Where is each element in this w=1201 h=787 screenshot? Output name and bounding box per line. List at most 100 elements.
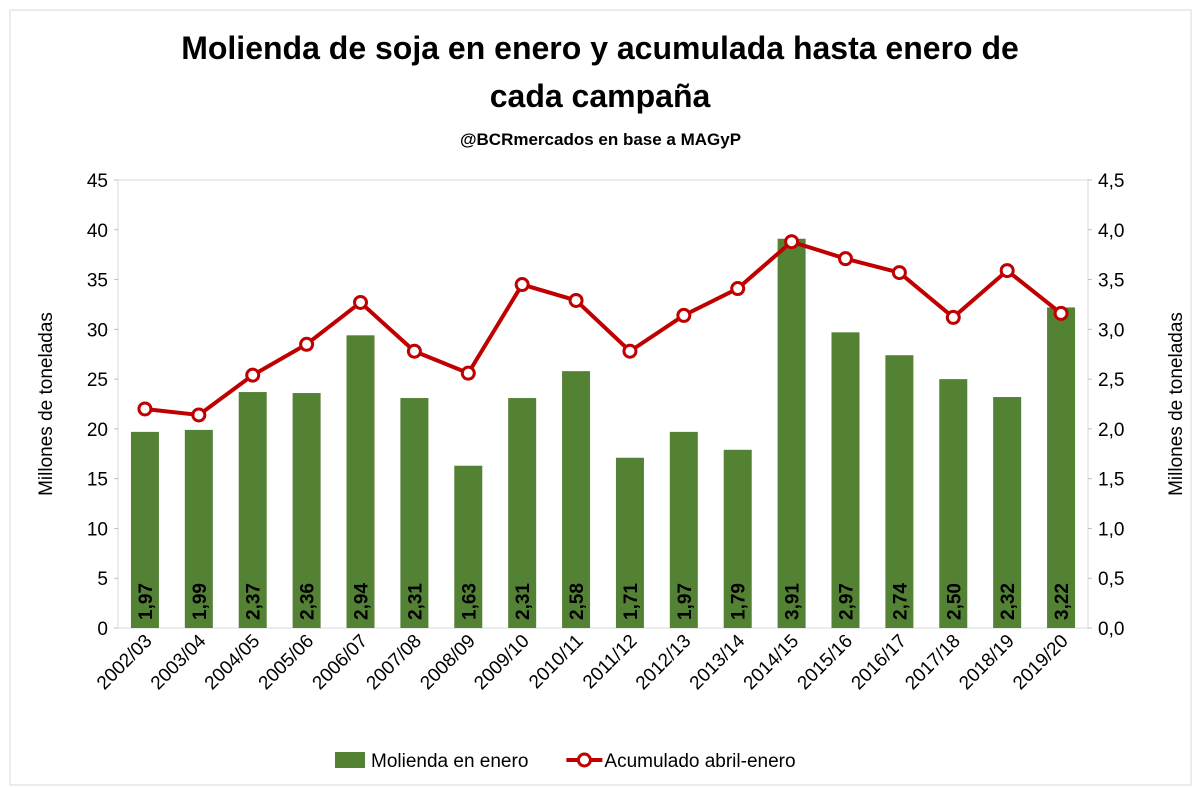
y2-tick-label: 1,0 [1098, 519, 1124, 540]
x-tick-label: 2015/16 [794, 631, 857, 694]
line-marker [730, 281, 746, 297]
bar [346, 335, 375, 628]
frame [9, 9, 1192, 786]
line-marker [353, 294, 368, 310]
bar [831, 332, 860, 628]
y-tick-label: 45 [87, 171, 108, 192]
bar [1047, 307, 1076, 628]
x-tick-label: 2014/15 [740, 631, 803, 694]
line-marker [406, 343, 422, 359]
y-tick-label: 20 [87, 420, 108, 441]
bar [508, 398, 537, 628]
x-tick-label: 2016/17 [848, 631, 911, 694]
x-tick-label: 2013/14 [686, 630, 750, 694]
x-tick-label: 2005/06 [255, 631, 318, 694]
bar [615, 457, 644, 628]
bar [292, 393, 321, 628]
bar-label: 2,37 [244, 583, 265, 620]
y2-tick-label: 1,5 [1098, 470, 1124, 491]
bar [777, 238, 806, 628]
x-tick-label: 2002/03 [93, 631, 156, 694]
y2-tick-label: 4,0 [1098, 221, 1124, 242]
x-tick-label: 2012/13 [632, 631, 695, 694]
bar-label: 2,36 [298, 583, 319, 620]
bar [885, 355, 914, 628]
bar [400, 398, 429, 628]
y-axis-label: Millones de toneladas [36, 312, 57, 496]
x-tick-label: 2006/07 [309, 631, 372, 694]
y-tick-label: 30 [87, 320, 108, 341]
bar-label: 2,31 [405, 583, 426, 620]
bar-label: 1,63 [459, 583, 480, 620]
chart-title: Molienda de soja en enero y acumulada ha… [181, 30, 1019, 114]
y2-tick-label: 4,5 [1098, 171, 1124, 192]
x-tick-label: 2003/04 [147, 630, 211, 694]
bar [669, 431, 698, 628]
bar [238, 392, 267, 628]
x-tick-label: 2009/10 [470, 631, 533, 694]
y-tick-label: 10 [87, 519, 108, 540]
bar-label: 1,97 [675, 583, 696, 620]
bar [562, 371, 591, 628]
y2-axis-label: Millones de toneladas [1166, 312, 1187, 496]
y-tick-label: 0 [97, 619, 108, 640]
bar-label: 1,99 [190, 583, 211, 620]
legend-label: Acumulado abril-enero [604, 751, 795, 772]
line-marker [1053, 305, 1069, 321]
bar [454, 465, 483, 628]
x-tick-label: 2010/11 [525, 631, 587, 693]
y-tick-label: 35 [87, 271, 108, 292]
line-marker [622, 343, 638, 359]
y2-tick-label: 0,0 [1098, 619, 1124, 640]
line-marker [568, 292, 584, 308]
x-tick-label: 2004/05 [201, 631, 264, 694]
line-marker [945, 309, 961, 325]
y-tick-label: 5 [97, 569, 108, 590]
bar-label: 1,79 [729, 583, 750, 620]
line-marker [460, 365, 476, 381]
x-tick-label: 2019/20 [1009, 631, 1072, 694]
x-tick-label: 2018/19 [955, 631, 1018, 694]
legend-swatch [576, 752, 592, 768]
bar-label: 2,31 [513, 583, 534, 620]
x-tick-label: 2011/12 [579, 631, 641, 693]
y2-tick-label: 0,5 [1098, 569, 1124, 590]
y2-tick-label: 3,0 [1098, 320, 1124, 341]
line [144, 239, 1063, 418]
legend-swatch [335, 752, 365, 768]
y-tick-label: 15 [87, 470, 108, 491]
y2-tick-label: 2,5 [1098, 370, 1124, 391]
plot-area [117, 179, 1089, 629]
y2-tick-label: 2,0 [1098, 420, 1124, 441]
bar [723, 449, 752, 628]
y2-tick-label: 3,5 [1098, 271, 1124, 292]
x-tick-label: 2007/08 [363, 631, 426, 694]
line-marker [999, 263, 1015, 279]
line-marker [838, 251, 853, 267]
line-marker [137, 401, 153, 417]
bar-label: 1,71 [621, 583, 642, 620]
bar [130, 431, 159, 628]
bar [184, 429, 213, 628]
bar-label: 3,91 [783, 583, 804, 620]
bar-label: 1,97 [136, 583, 157, 620]
line-marker [676, 307, 692, 323]
y-tick-label: 25 [87, 370, 108, 391]
x-tick-label: 2017/18 [901, 631, 964, 694]
bar-label: 3,22 [1052, 583, 1073, 620]
bar-label: 2,94 [352, 583, 373, 620]
bar [993, 397, 1022, 628]
line-marker [891, 265, 907, 281]
bar-label: 2,50 [944, 583, 965, 620]
line-marker [245, 367, 261, 383]
line-marker [191, 407, 207, 423]
line-marker [299, 336, 315, 352]
legend-label: Molienda en enero [371, 751, 528, 772]
y-tick-label: 40 [87, 221, 108, 242]
bar-label: 2,32 [998, 583, 1019, 620]
line-marker [784, 234, 800, 250]
x-tick-label: 2008/09 [416, 631, 479, 694]
bar-label: 2,97 [837, 583, 858, 620]
